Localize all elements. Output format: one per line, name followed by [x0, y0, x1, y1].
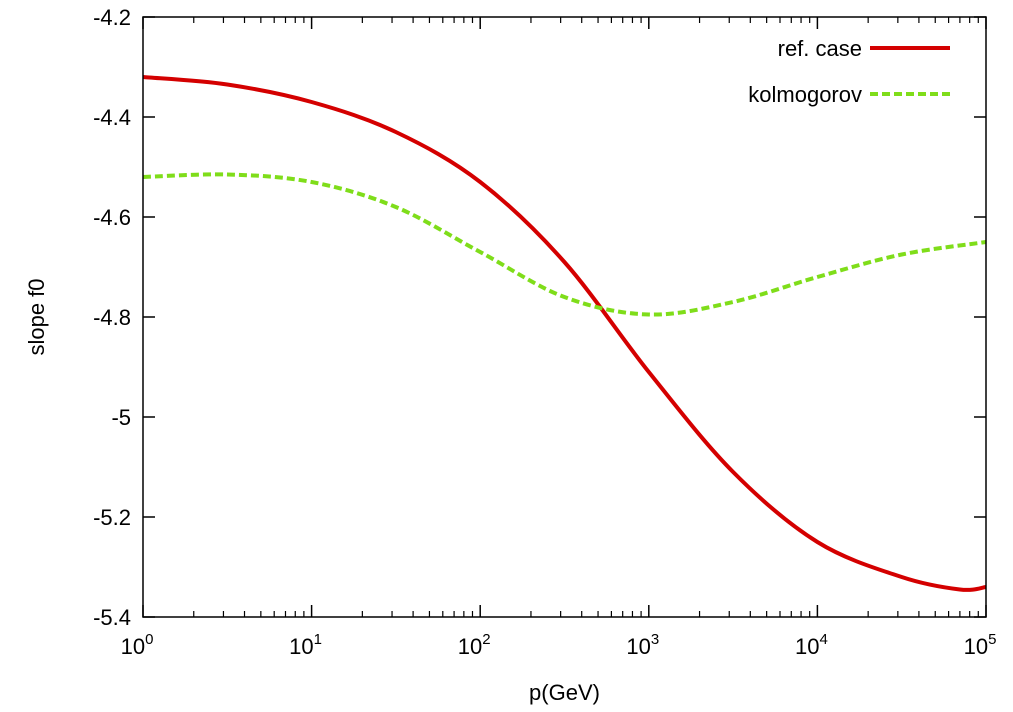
x-axis-label: p(GeV): [529, 680, 600, 705]
y-tick-label: -4.8: [93, 305, 131, 330]
x-tick-label: 100: [121, 631, 154, 659]
plot-frame: [142, 16, 987, 618]
y-axis-label: slope f0: [24, 278, 49, 355]
x-tick-label: 102: [458, 631, 491, 659]
y-tick-label: -4.4: [93, 105, 131, 130]
series-line-kolmogorov: [142, 172, 987, 317]
y-tick-label: -5.4: [93, 605, 131, 630]
y-tick-label: -4.6: [93, 205, 131, 230]
y-tick-label: -5.2: [93, 505, 131, 530]
x-tick-label: 104: [795, 631, 828, 659]
x-tick-label: 103: [626, 631, 659, 659]
legend-label: kolmogorov: [748, 82, 862, 107]
legend-label: ref. case: [778, 36, 862, 61]
series-line-ref-case: [142, 75, 987, 592]
y-tick-label: -5: [111, 405, 131, 430]
x-tick-label: 105: [964, 631, 997, 659]
series-layer: [142, 75, 987, 592]
y-tick-label: -4.2: [93, 5, 131, 30]
x-tick-label: 101: [289, 631, 322, 659]
legend: ref. case kolmogorov: [748, 36, 950, 107]
